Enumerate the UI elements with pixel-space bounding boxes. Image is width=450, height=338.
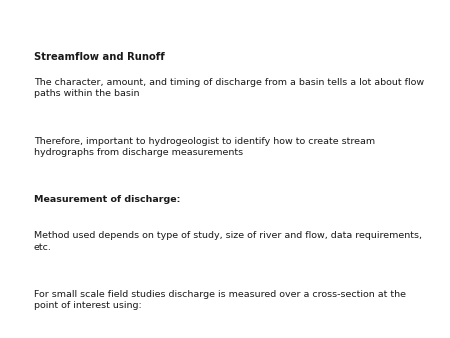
- Text: Therefore, important to hydrogeologist to identify how to create stream
hydrogra: Therefore, important to hydrogeologist t…: [34, 137, 375, 157]
- Text: The character, amount, and timing of discharge from a basin tells a lot about fl: The character, amount, and timing of dis…: [34, 78, 424, 98]
- Text: Streamflow and Runoff: Streamflow and Runoff: [34, 52, 165, 63]
- Text: For small scale field studies discharge is measured over a cross-section at the
: For small scale field studies discharge …: [34, 290, 406, 311]
- Text: Method used depends on type of study, size of river and flow, data requirements,: Method used depends on type of study, si…: [34, 231, 422, 252]
- Text: Measurement of discharge:: Measurement of discharge:: [34, 195, 180, 204]
